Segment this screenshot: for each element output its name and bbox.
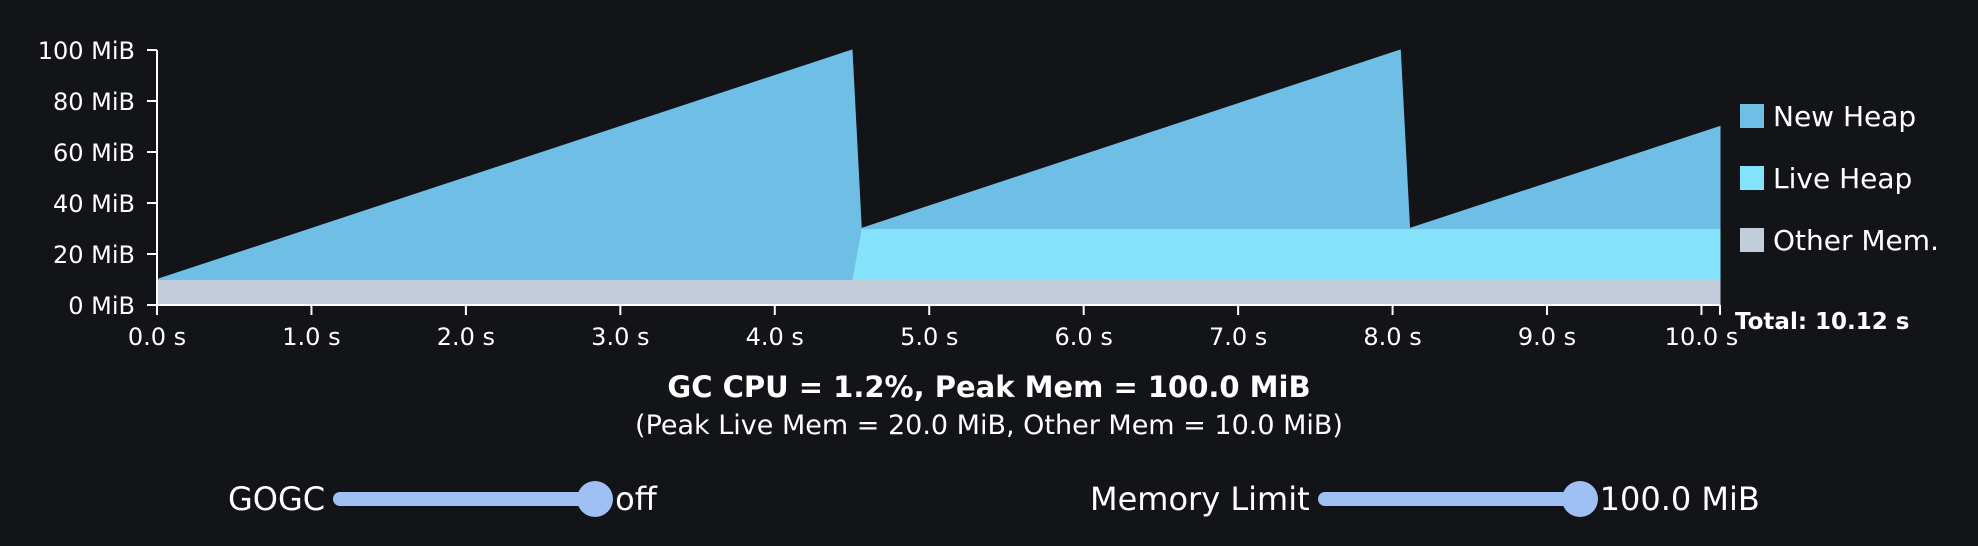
- y-tick-label: 60 MiB: [53, 139, 135, 167]
- area-other-mem: [156, 279, 1721, 306]
- memory-limit-slider-thumb[interactable]: [1561, 481, 1598, 517]
- x-tick-label: 2.0 s: [437, 323, 495, 351]
- legend-label: Other Mem.: [1773, 224, 1939, 257]
- y-tick-label: 0 MiB: [68, 292, 135, 320]
- x-tick-label: 5.0 s: [900, 323, 958, 351]
- legend-swatch: [1740, 104, 1764, 128]
- gc-summary-detail: (Peak Live Mem = 20.0 MiB, Other Mem = 1…: [635, 410, 1343, 441]
- y-tick-label: 100 MiB: [38, 37, 135, 65]
- y-tick-label: 80 MiB: [53, 88, 135, 116]
- legend-swatch: [1740, 228, 1764, 252]
- x-tick-label: 7.0 s: [1209, 323, 1267, 351]
- x-tick-label: 6.0 s: [1055, 323, 1113, 351]
- gogc-slider[interactable]: [333, 481, 614, 517]
- memory-limit-control: Memory Limit 100.0 MiB: [1090, 476, 1760, 522]
- gogc-label: GOGC: [228, 480, 326, 518]
- y-tick-label: 40 MiB: [53, 190, 135, 218]
- x-tick-label: 4.0 s: [746, 323, 804, 351]
- x-tick-label: 9.0 s: [1518, 323, 1576, 351]
- total-label: Total: 10.12 s: [1735, 309, 1910, 335]
- x-tick-label: 0.0 s: [128, 323, 186, 351]
- gc-summary: GC CPU = 1.2%, Peak Mem = 100.0 MiB: [667, 370, 1311, 404]
- x-tick-label: 3.0 s: [591, 323, 649, 351]
- x-tick-label: 10.0 s: [1665, 323, 1739, 351]
- gogc-value: off: [615, 480, 657, 518]
- gogc-slider-thumb[interactable]: [577, 481, 614, 517]
- y-tick-label: 20 MiB: [53, 241, 135, 269]
- area-new-heap: [156, 49, 1721, 280]
- legend-label: Live Heap: [1773, 162, 1912, 195]
- gogc-control: GOGC off: [228, 476, 657, 522]
- x-tick-label: 1.0 s: [282, 323, 340, 351]
- legend-swatch: [1740, 166, 1764, 190]
- legend-label: New Heap: [1773, 100, 1916, 133]
- x-tick-label: 8.0 s: [1363, 323, 1421, 351]
- memory-limit-label: Memory Limit: [1090, 480, 1310, 518]
- memory-limit-slider[interactable]: [1317, 481, 1598, 517]
- memory-chart: 0 MiB 20 MiB 40 MiB 60 MiB 80 MiB 100 MiB 0.0 …: [38, 37, 1939, 351]
- memory-limit-value: 100.0 MiB: [1599, 480, 1760, 518]
